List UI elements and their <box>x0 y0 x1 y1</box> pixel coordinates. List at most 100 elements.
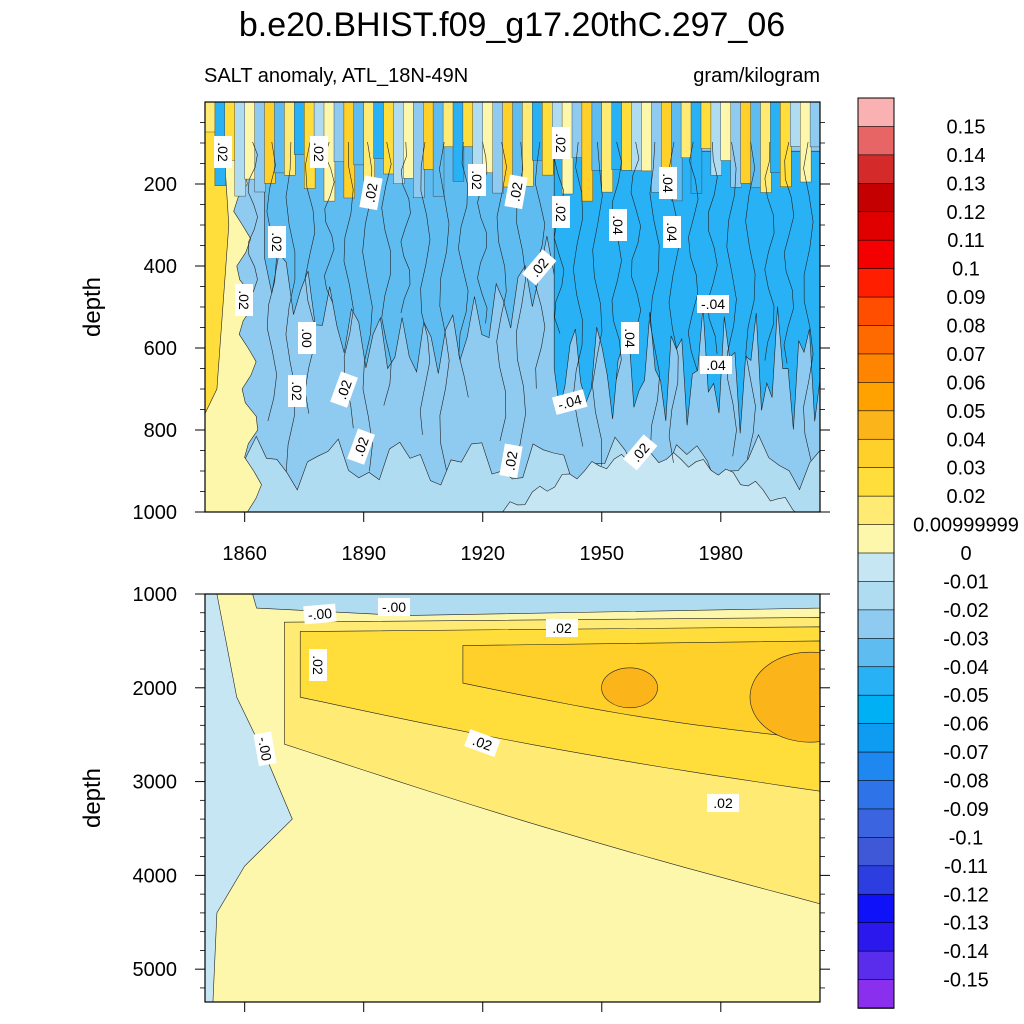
colorbar-label: 0.08 <box>947 316 986 338</box>
svg-text:.02: .02 <box>552 620 572 636</box>
colorbar-swatch <box>857 808 895 839</box>
contour-line <box>611 141 622 380</box>
svg-text:.02: .02 <box>269 232 285 252</box>
colorbar-label: 0.02 <box>947 486 986 508</box>
y-tick-label: 1000 <box>133 584 178 606</box>
surface-stripe <box>502 102 514 188</box>
surface-stripe <box>294 102 306 155</box>
colorbar-swatch <box>857 97 895 128</box>
surface-stripe <box>452 102 465 182</box>
contour-label: .04 <box>609 209 627 241</box>
colorbar-label: -0.05 <box>943 685 989 707</box>
contour-line <box>477 141 488 324</box>
contour-label: .02 <box>552 196 570 228</box>
colorbar-swatch <box>857 609 895 640</box>
contour-line <box>707 141 718 354</box>
colorbar-swatch <box>857 638 895 668</box>
surface-stripe <box>512 102 524 184</box>
lower-panel: -.00 -.00 .02 .02 .02 .02 -.00 1000 2000 3000 4000… <box>79 584 830 1012</box>
x-tick-label: 1920 <box>460 543 505 565</box>
contour-line <box>783 141 795 364</box>
svg-text:.02: .02 <box>361 182 380 204</box>
contour-label: .04 <box>700 356 732 374</box>
contour-label: .02 <box>235 284 253 316</box>
svg-text:-.04: -.04 <box>701 296 725 312</box>
left-subtitle: SALT anomaly, ATL_18N-49N <box>204 65 468 87</box>
surface-stripe <box>383 102 395 175</box>
surface-stripe <box>353 102 365 166</box>
colorbar-swatch <box>857 325 895 355</box>
contour-label: .04 <box>621 322 639 354</box>
surface-stripe <box>581 102 594 202</box>
surface-stripe <box>274 102 286 174</box>
surface-stripe <box>373 102 385 159</box>
colorbar-swatch <box>857 268 895 298</box>
colorbar-label: 0.00999999 <box>913 515 1019 537</box>
colorbar-label: 0.13 <box>947 173 986 195</box>
contour-label: .02 <box>330 371 358 408</box>
field-max-1 <box>601 667 658 709</box>
surface-stripe <box>532 102 544 161</box>
lower-frame <box>204 593 821 1003</box>
contour-label: .02 <box>359 175 383 211</box>
colorbar-label: -0.07 <box>943 742 989 764</box>
y-tick-label: 600 <box>144 338 177 360</box>
svg-text:.02: .02 <box>333 378 355 402</box>
colorbar-label: 0.12 <box>947 202 986 224</box>
contour-label: .02 <box>504 174 528 210</box>
contour-label: .02 <box>309 649 327 681</box>
contour-label: .02 <box>707 794 739 812</box>
colorbar-swatch <box>857 751 895 782</box>
colorbar-swatch <box>857 950 895 981</box>
colorbar-swatch <box>857 495 895 526</box>
colorbar-label: 0.11 <box>947 230 984 252</box>
colorbar-swatch <box>857 723 895 753</box>
contour-label: .04 <box>659 167 677 199</box>
svg-text:-.00: -.00 <box>382 599 406 615</box>
contour-label: .02 <box>552 127 570 159</box>
colorbar-label: -0.1 <box>949 827 983 849</box>
colorbar-swatch <box>857 467 895 497</box>
colorbar-swatch <box>857 922 895 952</box>
surface-stripe <box>542 102 554 176</box>
svg-text:-.00: -.00 <box>307 605 333 623</box>
contour-line <box>304 141 316 414</box>
contour-line <box>592 141 603 466</box>
colorbar-label: 0.04 <box>947 429 986 451</box>
colorbar-label: 0.07 <box>947 344 986 366</box>
y-tick-label: 3000 <box>133 772 178 794</box>
colorbar-swatch <box>857 438 895 469</box>
field-light-blue-left <box>205 594 293 1002</box>
colorbar-label: -0.12 <box>943 884 989 906</box>
colorbar-label: -0.06 <box>943 714 989 736</box>
colorbar-frame <box>857 97 895 1009</box>
svg-text:.02: .02 <box>501 450 520 472</box>
colorbar-label: 0.15 <box>947 116 986 138</box>
colorbar-label: -0.09 <box>943 799 989 821</box>
colorbar-label: -0.03 <box>943 628 989 650</box>
surface-stripe <box>234 102 246 197</box>
svg-text:.02: .02 <box>553 202 569 222</box>
svg-text:.02: .02 <box>713 795 733 811</box>
surface-stripe <box>205 102 217 133</box>
colorbar-swatch <box>857 239 895 270</box>
colorbar-swatch <box>857 893 895 924</box>
surface-stripe <box>780 102 792 188</box>
colorbar-swatch <box>857 183 895 213</box>
svg-text:.02: .02 <box>310 655 326 675</box>
contour-label: .04 <box>663 216 681 248</box>
surface-stripe <box>710 102 723 176</box>
colorbar-swatch <box>857 694 895 725</box>
colorbar-label: 0.06 <box>947 372 986 394</box>
surface-stripe <box>680 102 693 158</box>
surface-stripe <box>393 102 405 185</box>
svg-text:.04: .04 <box>610 215 626 235</box>
x-tick-label: 1980 <box>699 543 744 565</box>
colorbar-swatch <box>857 211 895 241</box>
field-lightest-blue <box>502 452 796 512</box>
surface-stripe <box>363 102 375 181</box>
contour-line <box>745 141 756 460</box>
svg-text:.04: .04 <box>622 328 638 348</box>
colorbar-swatch <box>857 410 895 441</box>
